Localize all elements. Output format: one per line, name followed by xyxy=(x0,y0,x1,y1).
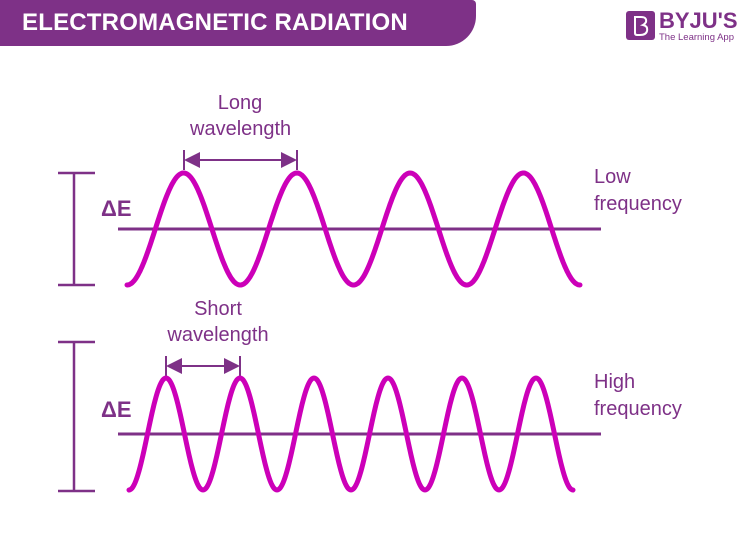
top-energy-bracket xyxy=(58,171,95,287)
bottom-delta-e-label: ΔE xyxy=(101,397,132,422)
top-delta-e-label: ΔE xyxy=(101,196,132,221)
bottom-wavelength-arrow xyxy=(165,356,241,376)
page-title: ELECTROMAGNETIC RADIATION xyxy=(22,9,408,36)
label-line: wavelength xyxy=(167,324,269,346)
bottom-energy-bracket xyxy=(58,340,95,493)
high-frequency-label: High frequency xyxy=(594,369,682,423)
label-line: Low xyxy=(594,166,631,188)
low-frequency-label: Low frequency xyxy=(594,164,682,218)
label-line: Long xyxy=(217,92,263,114)
label-line: wavelength xyxy=(190,118,292,140)
logo-tagline: The Learning App xyxy=(659,32,735,43)
title-banner: ELECTROMAGNETIC RADIATION xyxy=(0,0,476,46)
short-wavelength-label: Short wavelength xyxy=(153,296,283,348)
logo-name: BYJU'S xyxy=(659,8,738,33)
label-line: High xyxy=(594,371,636,393)
label-line: Short xyxy=(194,298,242,320)
long-wavelength-label: Long wavelength xyxy=(190,90,292,142)
top-wavelength-arrow xyxy=(183,150,298,170)
bottom-wave-high-frequency xyxy=(126,375,576,493)
label-line: frequency xyxy=(594,398,682,420)
top-wave-low-frequency xyxy=(124,170,583,288)
label-line: frequency xyxy=(594,193,682,215)
logo-b-icon xyxy=(626,11,655,40)
